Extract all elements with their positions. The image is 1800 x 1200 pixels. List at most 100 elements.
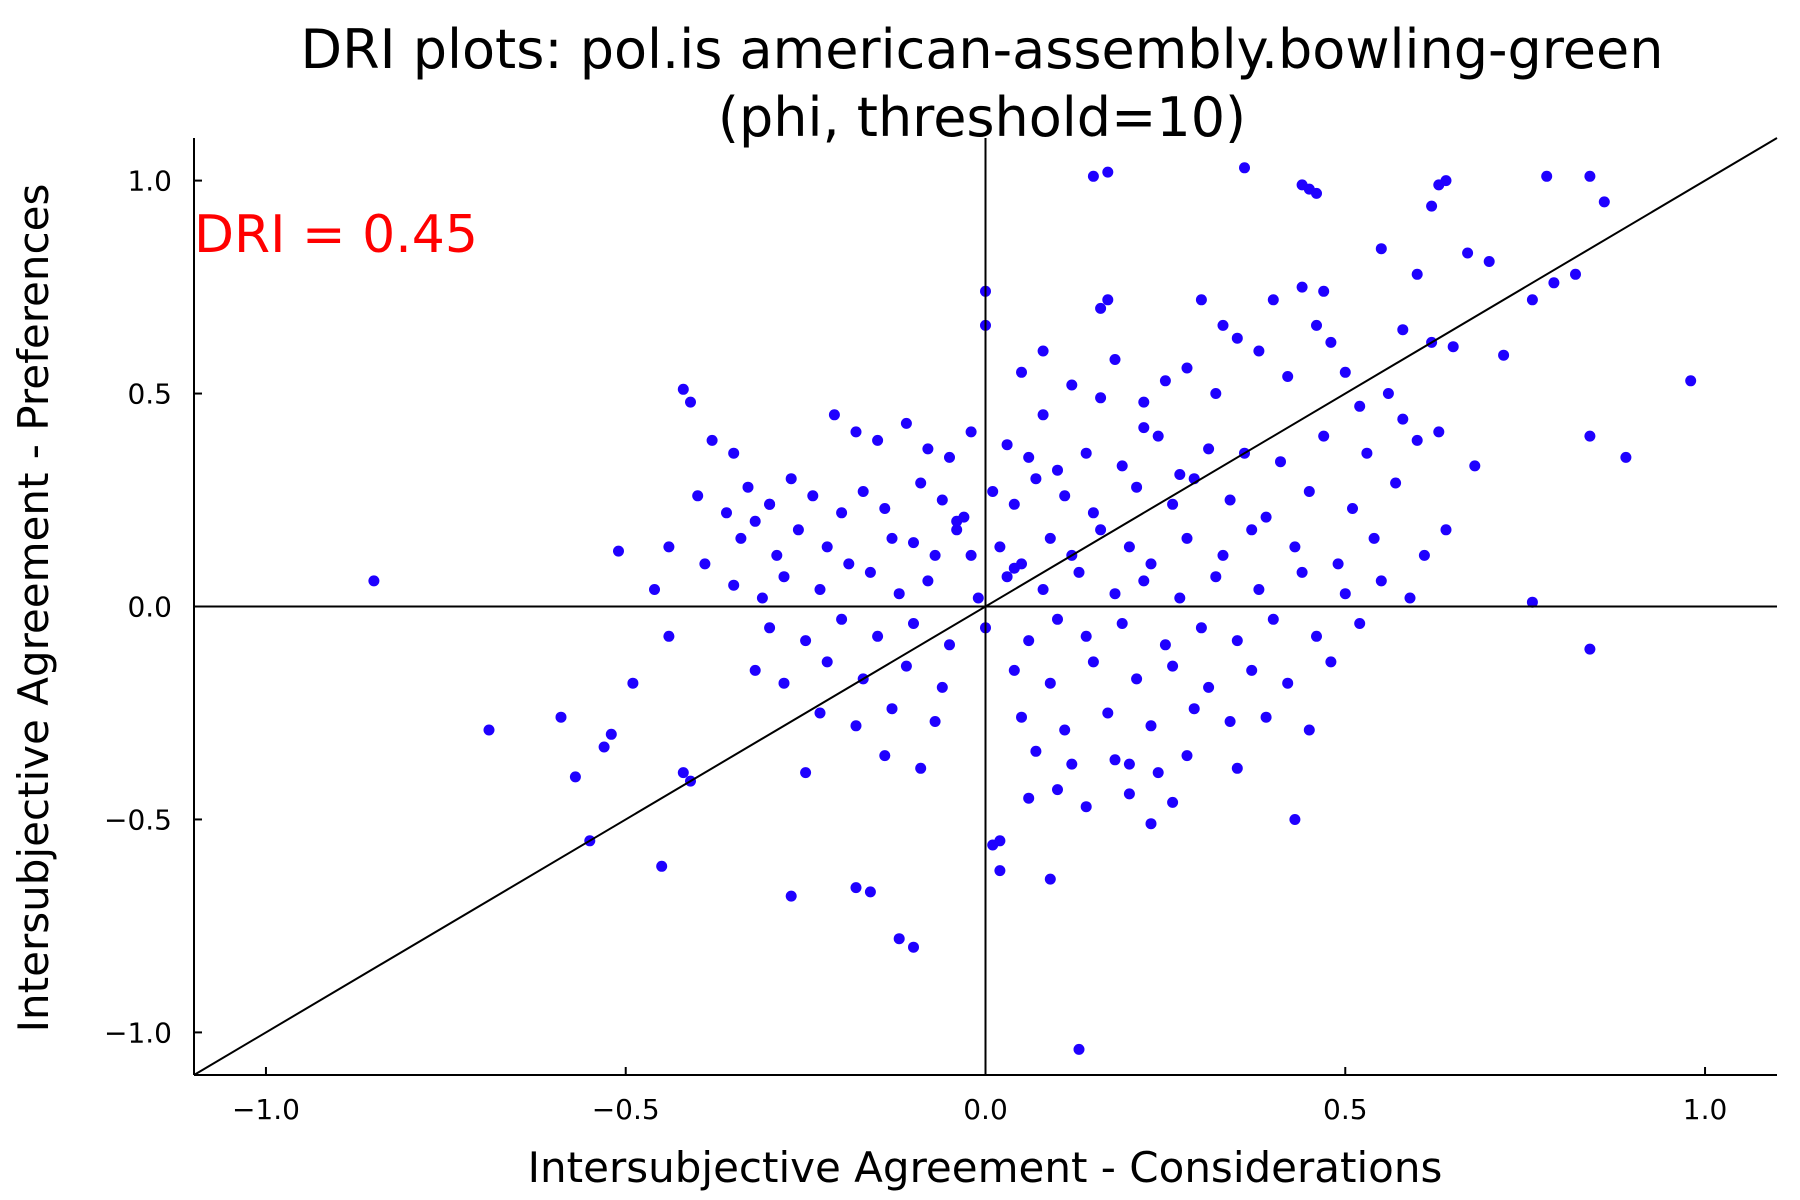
scatter-point (1102, 707, 1114, 719)
scatter-point (1447, 341, 1459, 353)
scatter-point (1145, 558, 1157, 570)
scatter-point (1023, 792, 1035, 804)
scatter-point (864, 566, 876, 578)
x-axis-ticks: −1.0 −0.5 0.0 0.5 1.0 (232, 1067, 1727, 1126)
scatter-point (1008, 562, 1020, 574)
scatter-point (994, 541, 1006, 553)
scatter-point (1375, 243, 1387, 255)
scatter-point (1052, 464, 1063, 476)
scatter-point (1368, 532, 1380, 544)
scatter-point (1145, 818, 1157, 830)
scatter-point (728, 447, 740, 459)
scatter-point (800, 635, 812, 647)
scatter-point (1541, 170, 1553, 182)
scatter-point (1296, 566, 1308, 578)
scatter-point (886, 703, 898, 715)
scatter-point (936, 681, 948, 693)
scatter-point (1397, 324, 1409, 336)
scatter-point (987, 486, 999, 497)
scatter-point (1375, 575, 1387, 587)
scatter-point (1102, 294, 1114, 306)
scatter-point (1282, 677, 1294, 689)
scatter-point (1433, 426, 1445, 438)
scatter-point (1260, 711, 1272, 723)
scatter-point (1217, 319, 1229, 331)
scatter-point (1246, 664, 1258, 676)
scatter-point (951, 524, 963, 536)
reference-lines (193, 137, 1778, 1076)
scatter-point (721, 507, 732, 519)
scatter-point (900, 417, 912, 429)
scatter-point (872, 630, 884, 642)
scatter-point (1275, 456, 1286, 468)
scatter-point (915, 477, 927, 489)
x-tick-label: 0.0 (963, 1093, 1008, 1126)
scatter-point (1167, 660, 1179, 672)
scatter-point (1073, 1043, 1085, 1055)
scatter-point (1059, 724, 1071, 736)
scatter-point (1008, 498, 1020, 510)
scatter-point (1253, 345, 1265, 357)
scatter-point (944, 451, 955, 463)
scatter-point (821, 541, 833, 553)
scatter-point (649, 584, 660, 595)
scatter-point (756, 592, 768, 604)
x-tick-label: 1.0 (1683, 1093, 1728, 1126)
scatter-point (1411, 434, 1423, 446)
scatter-point (1138, 575, 1150, 587)
scatter-point (1231, 332, 1243, 344)
scatter-point (1354, 618, 1366, 629)
scatter-point (922, 575, 934, 587)
scatter-point (785, 890, 797, 902)
scatter-point (1584, 643, 1596, 655)
scatter-point (872, 434, 884, 446)
scatter-point (1239, 162, 1250, 174)
y-tick-label: −0.5 (104, 803, 172, 836)
scatter-point (749, 515, 761, 527)
scatter-point (677, 767, 689, 779)
scatter-point (1138, 396, 1150, 408)
x-tick-label: −0.5 (592, 1093, 660, 1126)
scatter-point (836, 507, 848, 519)
scatter-point (1095, 524, 1107, 536)
scatter-point (814, 707, 826, 719)
scatter-point (1318, 430, 1330, 442)
scatter-point (778, 571, 790, 583)
scatter-point (1123, 541, 1135, 553)
scatter-point (850, 720, 862, 732)
scatter-point (1311, 630, 1322, 642)
scatter-point (915, 762, 927, 774)
scatter-point (1289, 541, 1301, 553)
scatter-point (1195, 622, 1207, 634)
scatter-point (1253, 584, 1265, 595)
scatter-point (807, 490, 819, 502)
y-axis-label: Intersubjective Agreement - Preferences (9, 184, 58, 1033)
scatter-point (1109, 354, 1121, 365)
scatter-point (1131, 481, 1143, 493)
scatter-point (1296, 281, 1308, 293)
scatter-point (1181, 750, 1193, 762)
scatter-point (1102, 166, 1114, 178)
scatter-point (785, 473, 797, 485)
scatter-point (1023, 451, 1035, 463)
scatter-point (1260, 511, 1272, 523)
scatter-point (1174, 469, 1186, 480)
scatter-point (893, 933, 905, 945)
scatter-point (1584, 430, 1596, 442)
scatter-point (1685, 375, 1697, 387)
scatter-point (908, 537, 919, 549)
scatter-point (821, 656, 833, 668)
scatter-point (1303, 724, 1315, 736)
scatter-point (857, 486, 869, 497)
scatter-point (1440, 175, 1452, 187)
scatter-point (1066, 758, 1078, 770)
scatter-point (1390, 477, 1402, 489)
scatter-point (1073, 566, 1085, 578)
scatter-point (685, 396, 696, 408)
scatter-point (792, 524, 804, 536)
scatter-point (1339, 588, 1351, 600)
scatter-point (1080, 630, 1092, 642)
chart-title-line-2: (phi, threshold=10) (718, 86, 1246, 149)
scatter-point (1354, 400, 1366, 412)
